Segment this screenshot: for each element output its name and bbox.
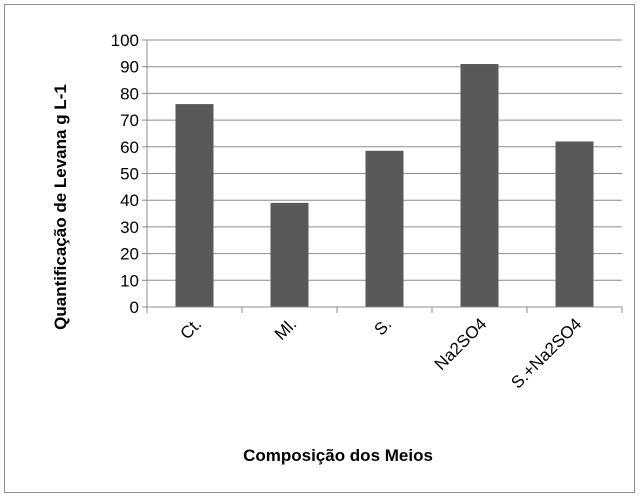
x-tick-labels: Ct. Ml. S. Na2SO4 S.+Na2SO4 — [177, 314, 586, 392]
x-axis-title: Composição dos Meios — [243, 446, 433, 465]
bar — [175, 104, 214, 307]
x-tick-label: Ct. — [177, 314, 206, 343]
y-tick-label: 80 — [120, 84, 139, 103]
x-tick-label: S. — [371, 314, 396, 339]
y-tick-label: 90 — [120, 58, 139, 77]
bar — [365, 150, 404, 307]
y-tick-label: 100 — [111, 31, 139, 50]
y-axis-title: Quantificação de Levana g L-1 — [51, 84, 70, 330]
gridlines — [147, 39, 622, 281]
y-tick-label: 50 — [120, 165, 139, 184]
y-tick-label: 70 — [120, 111, 139, 130]
x-tick-label: S.+Na2SO4 — [507, 314, 585, 392]
y-tick-label: 10 — [120, 271, 139, 290]
bar — [460, 64, 499, 307]
bar — [270, 202, 309, 307]
y-tick-label: 20 — [120, 245, 139, 264]
bar — [555, 141, 594, 307]
bars — [175, 64, 594, 307]
x-tick-label: Na2SO4 — [431, 314, 491, 374]
y-tick-label: 30 — [120, 218, 139, 237]
y-tick-label: 0 — [130, 298, 139, 317]
axes — [142, 39, 623, 313]
y-tick-labels: 0 10 20 30 40 50 60 70 80 90 100 — [111, 31, 139, 317]
x-tick-label: Ml. — [271, 314, 300, 343]
chart-frame — [4, 4, 635, 493]
y-tick-label: 60 — [120, 138, 139, 157]
y-tick-label: 40 — [120, 191, 139, 210]
